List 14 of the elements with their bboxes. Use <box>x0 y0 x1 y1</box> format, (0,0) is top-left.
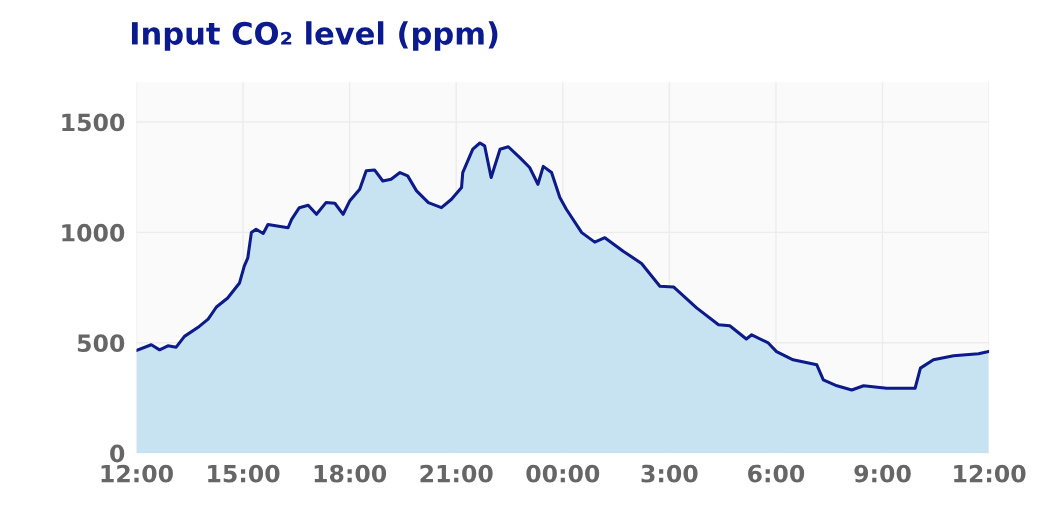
x-tick-label: 3:00 <box>641 464 698 483</box>
x-tick-label: 9:00 <box>854 464 911 483</box>
chart-title: Input CO₂ level (ppm) <box>131 21 498 51</box>
x-tick-label: 00:00 <box>526 464 600 483</box>
y-tick-label: 500 <box>77 334 125 353</box>
x-tick-label: 18:00 <box>314 464 387 483</box>
x-tick-label: 12:00 <box>101 464 173 483</box>
x-tick-label: 12:00 <box>954 464 1026 483</box>
y-tick-label: 1000 <box>62 223 125 242</box>
y-tick-label: 0 <box>110 444 125 463</box>
x-tick-label: 6:00 <box>748 464 805 483</box>
x-tick-label: 15:00 <box>208 464 280 483</box>
y-tick-label: 1500 <box>62 113 125 132</box>
x-tick-label: 21:00 <box>420 464 493 483</box>
